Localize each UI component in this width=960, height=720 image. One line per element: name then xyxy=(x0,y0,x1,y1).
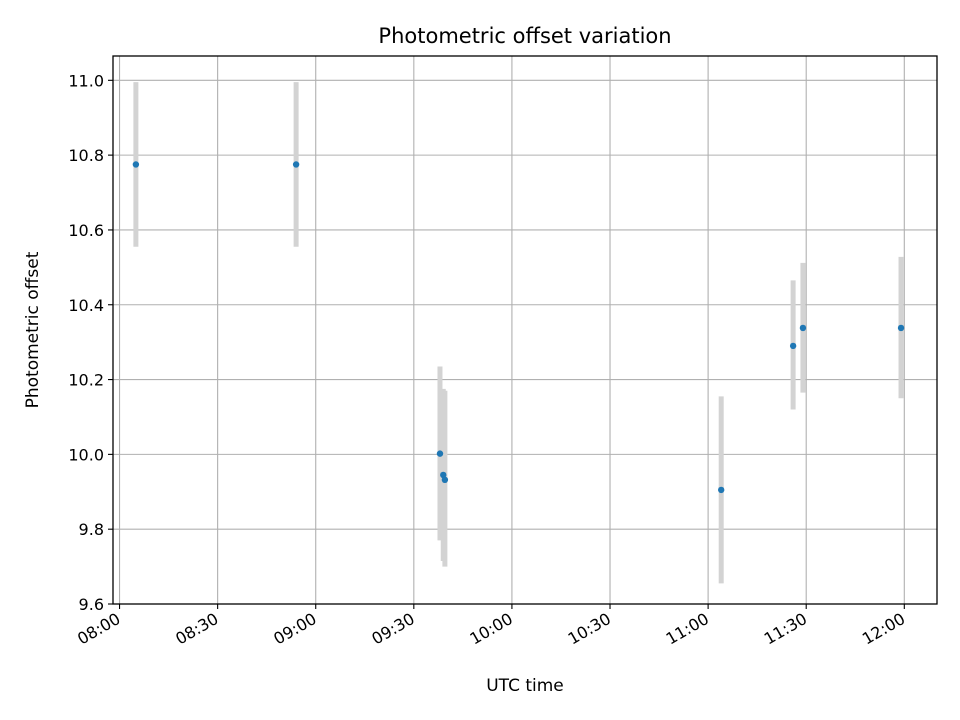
data-point xyxy=(717,486,725,494)
y-tick-label: 10.0 xyxy=(68,445,104,464)
y-tick-label: 10.8 xyxy=(68,146,104,165)
data-point xyxy=(436,450,444,457)
x-axis-title: UTC time xyxy=(486,676,564,696)
y-tick-label: 10.4 xyxy=(68,296,104,315)
data-point xyxy=(441,476,449,484)
y-tick-label: 11.0 xyxy=(68,71,104,90)
y-tick-label: 9.8 xyxy=(79,520,104,539)
data-points xyxy=(132,161,905,494)
plot-area-frame xyxy=(112,55,938,605)
y-axis-title: Photometric offset xyxy=(23,251,43,408)
data-point xyxy=(897,324,905,332)
chart-title: Photometric offset variation xyxy=(378,24,671,48)
data-point xyxy=(799,324,807,332)
data-point xyxy=(789,342,797,350)
data-point xyxy=(440,471,447,479)
y-tick-label: 10.6 xyxy=(68,221,104,240)
y-tick-label: 9.6 xyxy=(79,595,104,614)
data-point xyxy=(132,161,140,168)
y-tick-label: 10.2 xyxy=(68,371,104,390)
grid xyxy=(113,56,937,605)
data-point xyxy=(292,161,300,168)
